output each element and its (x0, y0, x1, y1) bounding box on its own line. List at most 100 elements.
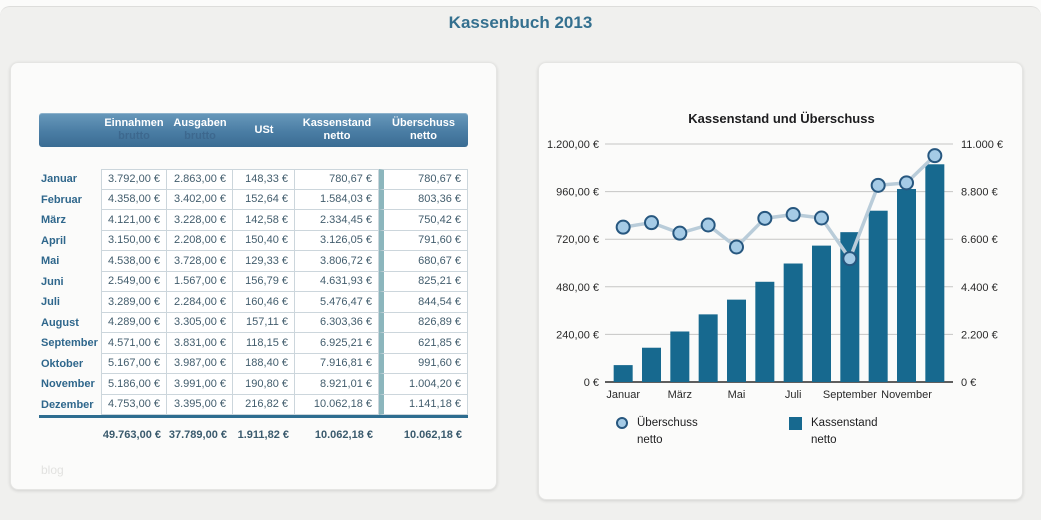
bar-märz[interactable] (670, 331, 690, 382)
cell-ust[interactable]: 190,80 € (233, 374, 295, 395)
row-label-month[interactable]: Dezember (41, 398, 94, 411)
column-header-einnahmen: Einnahmen brutto (104, 117, 164, 142)
row-label-month[interactable]: November (41, 378, 95, 391)
cell-ust[interactable]: 152,64 € (233, 189, 295, 210)
marker-september[interactable] (842, 251, 858, 267)
row-label-month[interactable]: August (41, 316, 79, 329)
cell-kassenstand[interactable]: 8.921,01 € (295, 374, 379, 395)
bar-september[interactable] (840, 232, 860, 382)
bar-april[interactable] (698, 314, 718, 382)
cell-ausgaben[interactable]: 3.305,00 € (167, 312, 233, 333)
bar-juli[interactable] (783, 263, 803, 382)
cell-einnahmen[interactable]: 4.289,00 € (101, 312, 167, 333)
bar-november[interactable] (897, 188, 916, 382)
cell-ueberschuss[interactable]: 1.004,20 € (379, 374, 468, 395)
marker-juli[interactable] (785, 206, 801, 222)
cell-kassenstand[interactable]: 3.126,05 € (295, 230, 379, 251)
row-label-month[interactable]: Mai (41, 255, 60, 268)
marker-oktober[interactable] (870, 177, 886, 193)
cell-ueberschuss[interactable]: 803,36 € (379, 189, 468, 210)
cell-kassenstand[interactable]: 5.476,47 € (295, 292, 379, 313)
cell-ust[interactable]: 142,58 € (233, 210, 295, 231)
cell-ausgaben[interactable]: 3.228,00 € (167, 210, 233, 231)
cell-kassenstand[interactable]: 6.303,36 € (295, 312, 379, 333)
bar-februar[interactable] (642, 347, 661, 382)
row-label-month[interactable]: Oktober (41, 357, 84, 370)
cell-kassenstand[interactable]: 6.925,21 € (295, 333, 379, 354)
cell-einnahmen[interactable]: 3.792,00 € (101, 169, 167, 190)
cell-kassenstand[interactable]: 4.631,93 € (295, 271, 379, 292)
row-label-month[interactable]: Juli (41, 296, 60, 309)
legend-item-kassenstand[interactable]: Kassenstand netto (789, 415, 878, 449)
cell-ust[interactable]: 157,11 € (233, 312, 295, 333)
cell-kassenstand[interactable]: 7.916,81 € (295, 353, 379, 374)
cell-einnahmen[interactable]: 4.358,00 € (101, 189, 167, 210)
row-label-month[interactable]: Januar (41, 173, 78, 186)
cell-ausgaben[interactable]: 3.402,00 € (167, 189, 233, 210)
marker-april[interactable] (700, 217, 716, 233)
row-label-month[interactable]: Juni (41, 275, 64, 288)
bar-mai[interactable] (727, 299, 746, 382)
cell-ausgaben[interactable]: 3.831,00 € (167, 333, 233, 354)
cell-ueberschuss[interactable]: 750,42 € (379, 210, 468, 231)
cell-ust[interactable]: 148,33 € (233, 169, 295, 190)
cell-ust[interactable]: 216,82 € (233, 394, 295, 415)
cell-kassenstand[interactable]: 3.806,72 € (295, 251, 379, 272)
marker-märz[interactable] (672, 225, 688, 241)
cell-einnahmen[interactable]: 4.571,00 € (101, 333, 167, 354)
marker-november[interactable] (899, 175, 914, 191)
marker-dezember[interactable] (927, 148, 943, 164)
cell-ueberschuss[interactable]: 1.141,18 € (379, 394, 468, 415)
cell-einnahmen[interactable]: 3.150,00 € (101, 230, 167, 251)
marker-mai[interactable] (729, 239, 744, 255)
cell-ausgaben[interactable]: 2.284,00 € (167, 292, 233, 313)
row-label-month[interactable]: März (41, 214, 67, 227)
bar-juni[interactable] (755, 281, 775, 382)
marker-januar[interactable] (615, 219, 631, 235)
cell-ausgaben[interactable]: 2.863,00 € (167, 169, 233, 190)
cell-kassenstand[interactable]: 2.334,45 € (295, 210, 379, 231)
cell-einnahmen[interactable]: 5.186,00 € (101, 374, 167, 395)
cell-einnahmen[interactable]: 4.121,00 € (101, 210, 167, 231)
cell-einnahmen[interactable]: 4.538,00 € (101, 251, 167, 272)
cell-ust[interactable]: 160,46 € (233, 292, 295, 313)
cell-ust[interactable]: 188,40 € (233, 353, 295, 374)
cell-ausgaben[interactable]: 1.567,00 € (167, 271, 233, 292)
cell-einnahmen[interactable]: 4.753,00 € (101, 394, 167, 415)
bar-august[interactable] (812, 245, 831, 382)
cell-einnahmen[interactable]: 2.549,00 € (101, 271, 167, 292)
cell-ausgaben[interactable]: 3.395,00 € (167, 394, 233, 415)
cell-einnahmen[interactable]: 5.167,00 € (101, 353, 167, 374)
marker-februar[interactable] (644, 215, 659, 231)
cell-ueberschuss[interactable]: 780,67 € (379, 169, 468, 190)
bar-dezember[interactable] (925, 164, 945, 382)
marker-august[interactable] (814, 210, 829, 226)
cell-ueberschuss[interactable]: 680,67 € (379, 251, 468, 272)
cell-kassenstand[interactable]: 780,67 € (295, 169, 379, 190)
cell-ausgaben[interactable]: 3.728,00 € (167, 251, 233, 272)
bar-januar[interactable] (613, 365, 633, 382)
cell-ueberschuss[interactable]: 826,89 € (379, 312, 468, 333)
cell-ueberschuss[interactable]: 991,60 € (379, 353, 468, 374)
cell-ust[interactable]: 150,40 € (233, 230, 295, 251)
cell-kassenstand[interactable]: 1.584,03 € (295, 189, 379, 210)
cell-ueberschuss[interactable]: 621,85 € (379, 333, 468, 354)
cell-ust[interactable]: 129,33 € (233, 251, 295, 272)
cell-ueberschuss[interactable]: 825,21 € (379, 271, 468, 292)
cell-ausgaben[interactable]: 3.987,00 € (167, 353, 233, 374)
cell-kassenstand[interactable]: 10.062,18 € (295, 394, 379, 415)
cell-ueberschuss[interactable]: 791,60 € (379, 230, 468, 251)
bar-oktober[interactable] (868, 210, 888, 382)
row-label-month[interactable]: Februar (41, 193, 82, 206)
cell-ust[interactable]: 118,15 € (233, 333, 295, 354)
legend-item-ueberschuss[interactable]: Überschuss netto (616, 415, 698, 449)
marker-juni[interactable] (757, 210, 773, 226)
row-label-month[interactable]: September (41, 337, 98, 350)
cell-einnahmen[interactable]: 3.289,00 € (101, 292, 167, 313)
cell-ust[interactable]: 156,79 € (233, 271, 295, 292)
row-label-month[interactable]: April (41, 234, 67, 247)
cell-ueberschuss[interactable]: 844,54 € (379, 292, 468, 313)
cell-ausgaben[interactable]: 3.991,00 € (167, 374, 233, 395)
table-row: August 4.289,00 €3.305,00 €157,11 €6.303,… (39, 312, 468, 333)
cell-ausgaben[interactable]: 2.208,00 € (167, 230, 233, 251)
